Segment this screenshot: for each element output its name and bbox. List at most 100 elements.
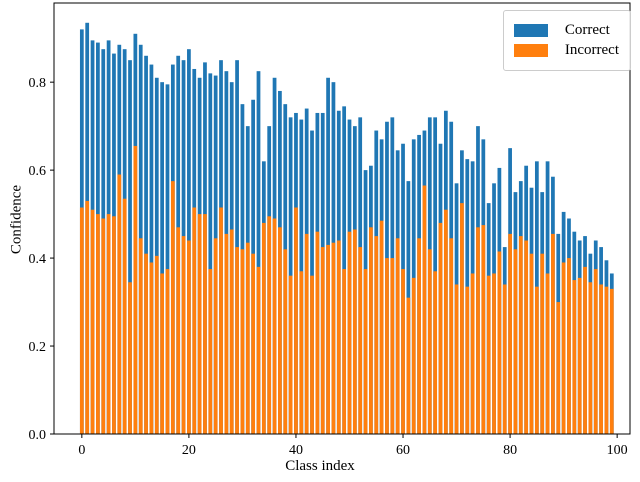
bar-incorrect	[524, 240, 529, 434]
bar-incorrect	[395, 238, 400, 434]
bar-incorrect	[170, 181, 175, 434]
bar-incorrect	[411, 277, 416, 434]
bar-incorrect	[460, 203, 464, 434]
bar-incorrect	[486, 275, 491, 434]
bar-incorrect	[224, 233, 229, 434]
bar-incorrect	[208, 269, 213, 434]
bar-incorrect	[197, 214, 202, 434]
bar-incorrect	[85, 200, 90, 434]
bar-incorrect	[583, 266, 587, 434]
bar-correct	[149, 64, 154, 434]
x-tick-label: 100	[607, 443, 628, 458]
bar-incorrect	[331, 242, 336, 434]
bar-incorrect	[149, 262, 154, 434]
bar-incorrect	[128, 282, 132, 434]
bar-incorrect	[545, 273, 550, 434]
bar-incorrect	[502, 284, 507, 434]
bar-incorrect	[609, 288, 614, 434]
bar-incorrect	[294, 207, 298, 434]
bar-incorrect	[347, 231, 352, 434]
bar-incorrect	[588, 282, 593, 434]
bar-incorrect	[229, 229, 234, 434]
bar-incorrect	[481, 225, 486, 434]
bar-incorrect	[192, 207, 197, 434]
bar-incorrect	[358, 247, 363, 434]
bar-incorrect	[267, 216, 272, 434]
bar-incorrect	[101, 218, 106, 434]
bar-incorrect	[534, 286, 539, 434]
bar-incorrect	[251, 253, 256, 434]
bar-incorrect	[556, 302, 561, 434]
bar-incorrect	[310, 275, 314, 434]
bar-incorrect	[551, 233, 555, 434]
bar-incorrect	[593, 269, 598, 434]
bar-incorrect	[160, 273, 165, 434]
bar-incorrect	[427, 249, 432, 434]
bar-incorrect	[449, 238, 454, 434]
bar-incorrect	[112, 216, 116, 434]
bar-incorrect	[154, 255, 159, 434]
bar-incorrect	[326, 244, 330, 434]
bar-incorrect	[561, 262, 566, 434]
bar-incorrect	[187, 240, 191, 434]
bar-incorrect	[176, 227, 181, 434]
legend-swatch-correct-icon	[513, 24, 548, 37]
y-axis-label: Confidence	[8, 184, 25, 255]
bar-incorrect	[374, 236, 379, 434]
legend-row-incorrect: Incorrect	[513, 42, 619, 59]
bar-incorrect	[454, 284, 459, 434]
bar-incorrect	[417, 238, 421, 434]
bar-incorrect	[572, 280, 577, 434]
bar-incorrect	[219, 207, 223, 434]
x-tick-label: 0	[78, 443, 85, 458]
bar-incorrect	[390, 258, 395, 434]
bar-incorrect	[288, 275, 293, 434]
bar-incorrect	[96, 214, 100, 434]
bar-incorrect	[385, 258, 389, 434]
bar-incorrect	[299, 271, 304, 434]
bar-incorrect	[336, 240, 341, 434]
bar-incorrect	[133, 145, 138, 434]
bar-incorrect	[117, 174, 122, 434]
bar-correct	[235, 60, 239, 435]
bar-incorrect	[352, 229, 357, 434]
bar-incorrect	[315, 231, 320, 434]
bar-incorrect	[379, 220, 384, 434]
bar-incorrect	[256, 266, 261, 434]
bar-incorrect	[122, 198, 127, 434]
bar-incorrect	[599, 284, 603, 434]
bar-incorrect	[181, 236, 186, 434]
x-tick-label: 80	[503, 443, 517, 458]
legend-label-incorrect: Incorrect	[564, 42, 619, 58]
x-tick-label: 40	[289, 443, 303, 458]
bar-incorrect	[406, 297, 411, 434]
bar-incorrect	[278, 227, 282, 434]
bar-incorrect	[138, 238, 143, 434]
bar-incorrect	[283, 249, 288, 434]
y-tick-label: 0.4	[29, 252, 47, 267]
y-tick-label: 0.0	[29, 428, 47, 443]
y-tick-label: 0.8	[29, 76, 47, 91]
bar-incorrect	[369, 227, 373, 434]
bar-incorrect	[540, 253, 545, 434]
bar-correct	[165, 84, 170, 435]
bar-incorrect	[245, 242, 250, 434]
bar-correct	[208, 73, 213, 435]
bar-incorrect	[272, 218, 277, 434]
x-tick-label: 20	[182, 443, 196, 458]
y-tick-label: 0.6	[29, 164, 47, 179]
bar-incorrect	[363, 269, 368, 434]
bar-incorrect	[342, 269, 347, 434]
bar-correct	[144, 55, 148, 434]
bar-incorrect	[476, 227, 480, 434]
bar-incorrect	[422, 185, 427, 434]
bar-incorrect	[604, 286, 609, 434]
bar-incorrect	[443, 209, 448, 434]
bar-incorrect	[261, 222, 266, 434]
bar-incorrect	[497, 251, 502, 434]
plot-border	[53, 2, 631, 435]
bar-incorrect	[513, 249, 518, 434]
bar-incorrect	[567, 258, 571, 434]
bar-incorrect	[508, 233, 512, 434]
bar-incorrect	[518, 236, 523, 434]
